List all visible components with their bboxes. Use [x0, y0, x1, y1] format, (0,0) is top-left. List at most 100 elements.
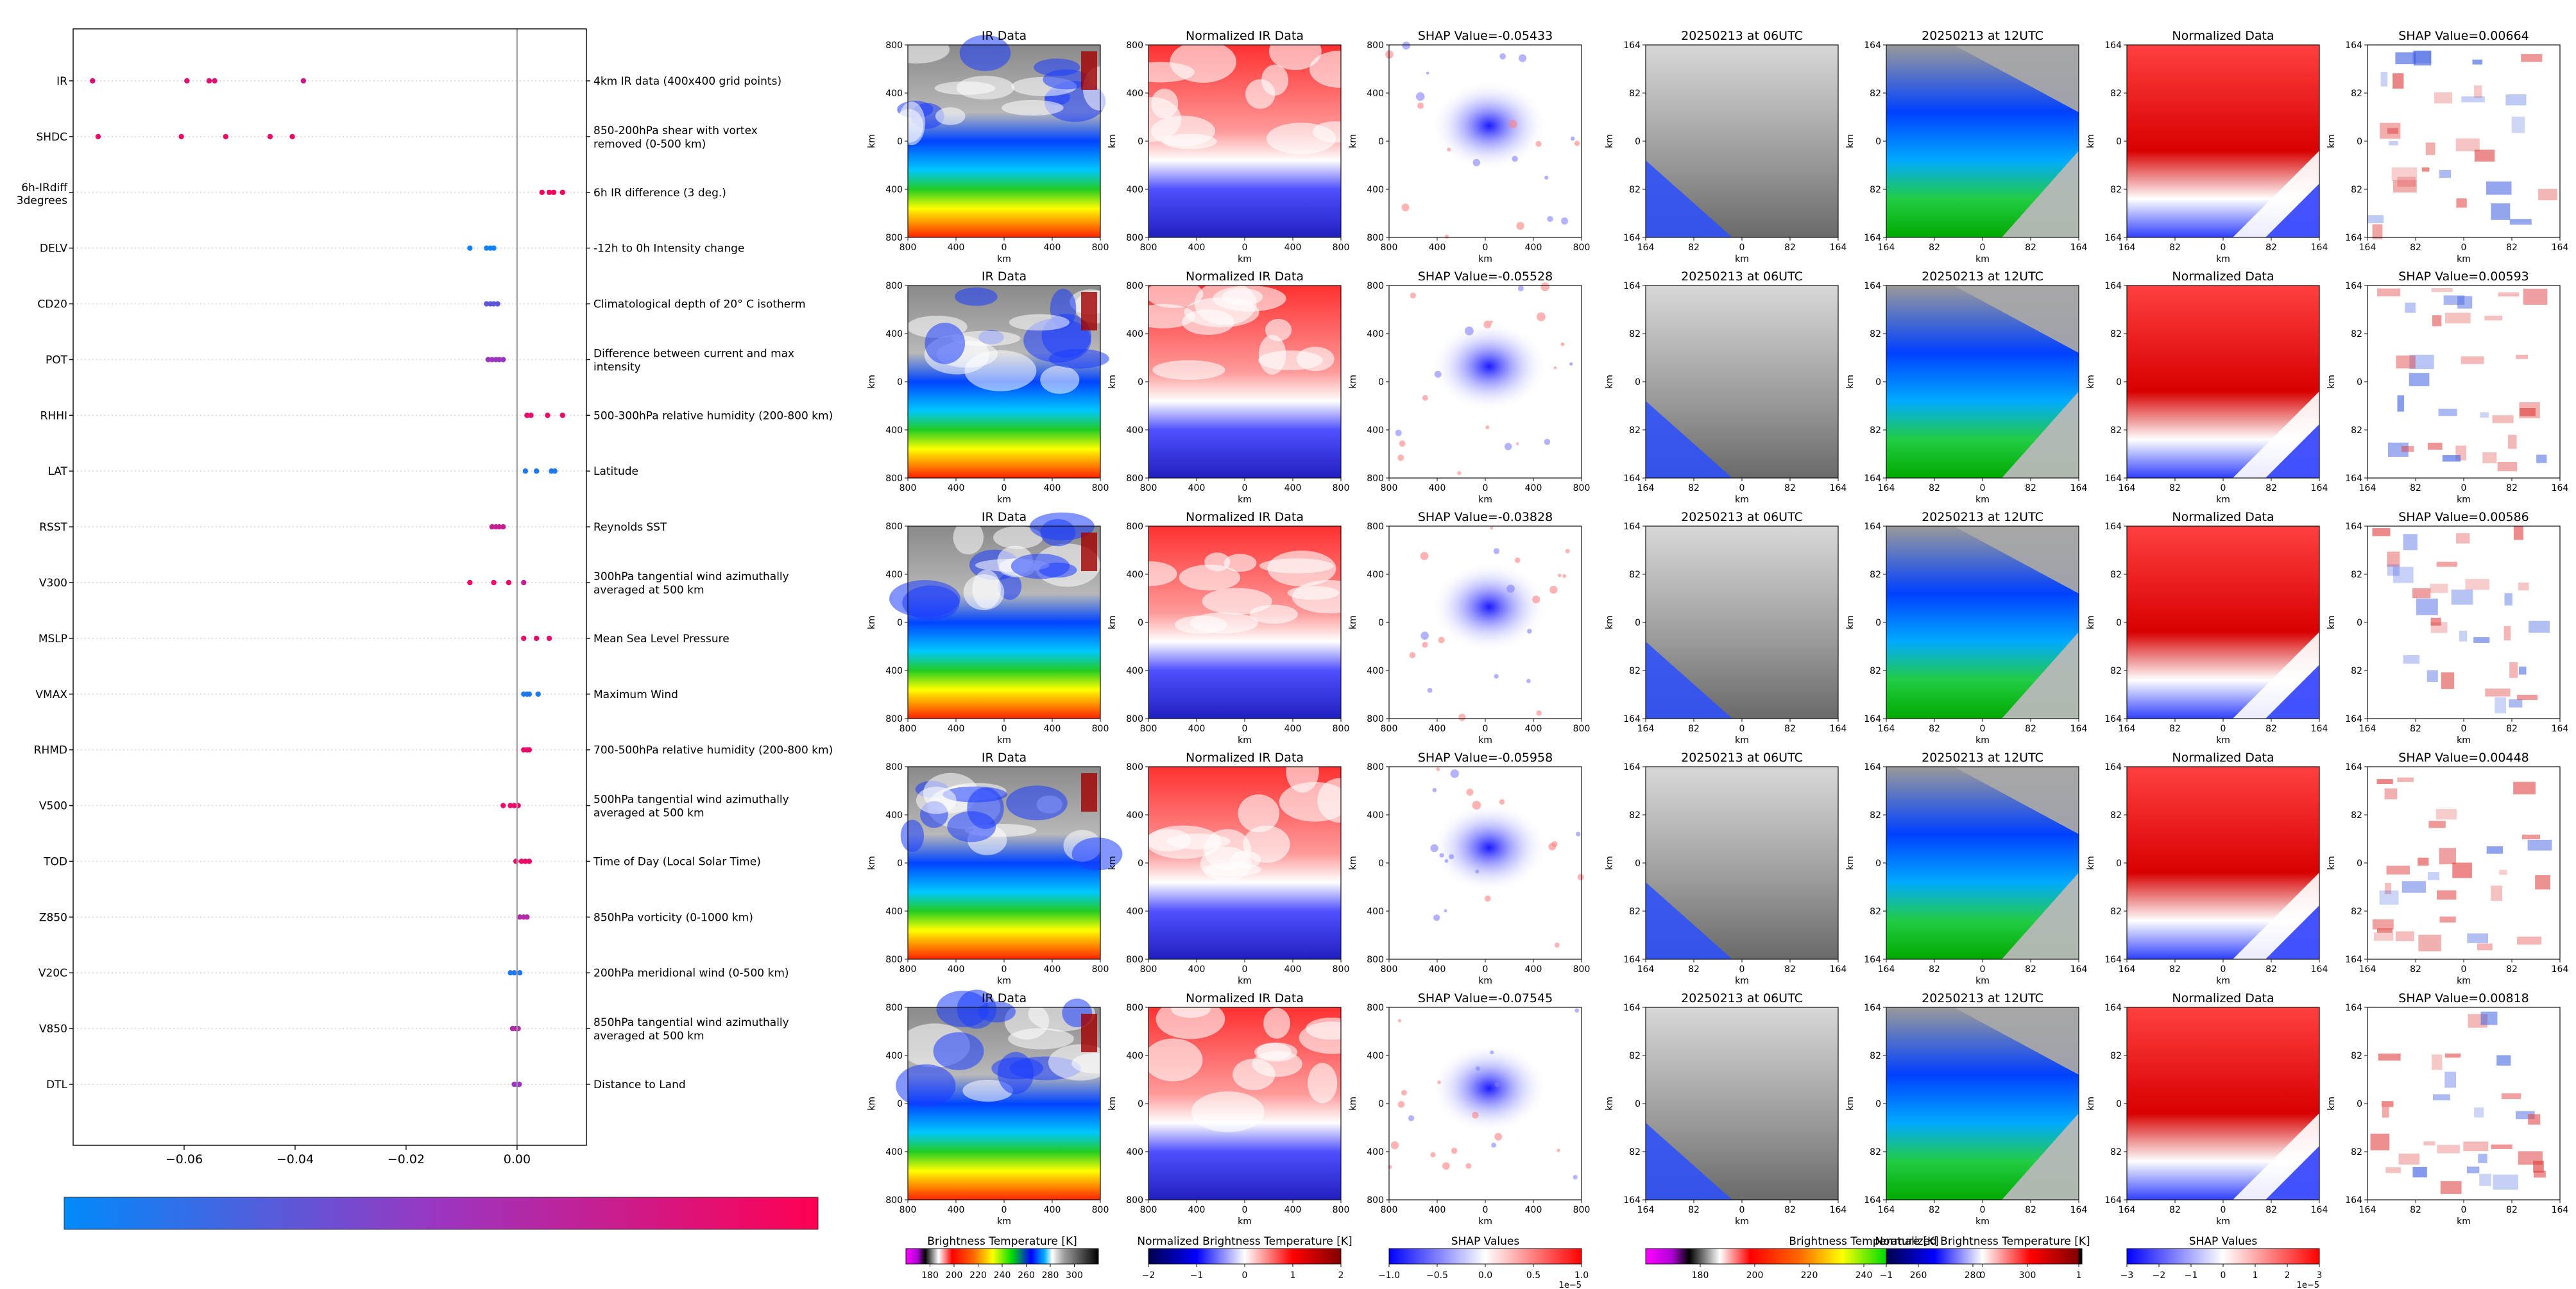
y-axis-label: km: [2086, 615, 2096, 629]
y-tick-label: 400: [1126, 570, 1143, 580]
shap-speck: [1401, 1089, 1408, 1096]
ir-cloud: [953, 520, 984, 555]
y-tick-label: 800: [885, 955, 903, 965]
x-tick-label: 164: [2311, 483, 2328, 493]
shap-point: [508, 970, 513, 976]
shap-patch: [2372, 919, 2394, 930]
panel-title: Normalized Data: [2172, 29, 2274, 43]
panel-title: Normalized Data: [2172, 751, 2274, 765]
shap-speck: [1574, 1008, 1580, 1013]
shap-speck: [1437, 1080, 1441, 1084]
y-tick-label: 800: [885, 474, 903, 484]
y-axis-label: km: [867, 1097, 877, 1111]
shap-patch: [2518, 666, 2527, 675]
x-tick-label: 82: [2265, 964, 2277, 975]
shap-point: [521, 635, 527, 642]
image-panel: [889, 512, 1101, 719]
colorbar-tick-label: 240: [1855, 1270, 1873, 1281]
shap-patch: [2521, 54, 2543, 62]
x-tick-label: 164: [2070, 1205, 2088, 1215]
y-tick-label: 164: [2104, 522, 2122, 532]
y-tick-label: 800: [1126, 474, 1143, 484]
feature-name-line: 6h-IRdiff: [21, 182, 68, 194]
x-tick-label: 82: [2169, 964, 2181, 975]
colorbar-tick-label: −1.0: [1378, 1270, 1400, 1281]
shap-speck: [1499, 53, 1506, 60]
x-tick-label: 800: [1573, 964, 1591, 975]
x-tick-label: 82: [2410, 724, 2421, 734]
shap-patch: [2397, 395, 2405, 412]
y-tick-label: 400: [1367, 1051, 1384, 1061]
x-tick-label: 82: [2506, 964, 2518, 975]
panel-title: Normalized IR Data: [1186, 29, 1304, 43]
y-tick-label: 800: [1367, 281, 1384, 291]
panel-title: Normalized IR Data: [1186, 991, 1304, 1005]
y-tick-label: 164: [2104, 474, 2122, 484]
shap-patch: [2517, 694, 2538, 701]
y-tick-label: 400: [1367, 666, 1384, 676]
x-tick-label: 800: [1140, 724, 1157, 734]
x-tick-label: 0: [1242, 483, 1248, 493]
shap-patch: [2480, 1011, 2498, 1025]
shap-point: [528, 413, 534, 418]
y-tick-label: 164: [2345, 233, 2362, 243]
x-tick-label: 164: [2359, 724, 2376, 734]
shap-patch: [2425, 142, 2435, 155]
shap-patch: [2511, 116, 2525, 133]
y-tick-label: 0: [1635, 618, 1641, 628]
y-tick-label: 164: [2104, 714, 2122, 724]
ndiff-blue: [2265, 424, 2319, 478]
shap-speck: [1432, 788, 1437, 792]
norm-cloud: [1266, 123, 1336, 155]
x-tick-label: 400: [1284, 964, 1302, 975]
x-tick-label: 164: [2552, 243, 2569, 253]
shap-speck: [1433, 914, 1440, 921]
y-tick-label: 800: [1126, 762, 1143, 773]
shap-speck: [1457, 471, 1462, 475]
x-tick-label: 800: [1092, 1205, 1109, 1215]
ir-cloud: [935, 107, 966, 125]
shap-speck: [1422, 642, 1428, 648]
x-tick-label: 0: [2461, 1205, 2467, 1215]
y-tick-label: 82: [1629, 1051, 1641, 1061]
shap-point: [524, 413, 530, 418]
feature-description: 850hPa tangential wind azimuthally averag…: [593, 1016, 789, 1043]
shap-patch: [2495, 697, 2506, 713]
shap-patch: [2499, 869, 2507, 875]
gray-blue-corner: [1646, 882, 1732, 959]
y-tick-label: 82: [2110, 1147, 2122, 1157]
shap-core: [1431, 321, 1547, 411]
x-tick-label: 164: [2119, 1205, 2136, 1215]
y-tick-label: 164: [1864, 522, 1881, 532]
y-tick-label: 82: [1629, 89, 1641, 99]
norm-cloud: [1200, 846, 1252, 881]
y-axis-label: km: [2326, 615, 2337, 629]
shap-patch: [2370, 1133, 2390, 1150]
y-tick-label: 400: [1367, 907, 1384, 917]
x-tick-label: 400: [1525, 243, 1542, 253]
norm-cloud: [1145, 280, 1204, 308]
x-tick-label: 164: [2359, 1205, 2376, 1215]
shap-patch: [2501, 1093, 2521, 1099]
y-tick-label: 82: [1870, 329, 1881, 339]
x-tick-label: 400: [1044, 964, 1061, 975]
shap-patch: [2478, 1154, 2487, 1163]
shap-point: [206, 78, 212, 84]
x-tick-label: 400: [1284, 1205, 1302, 1215]
x-tick-label: 800: [900, 243, 917, 253]
x-tick-label: 82: [2506, 243, 2518, 253]
shap-speck: [1458, 713, 1466, 721]
shap-patch: [2430, 617, 2441, 626]
shap-speck: [1557, 1148, 1560, 1152]
x-tick-label: 164: [1637, 724, 1655, 734]
shap-speck: [1494, 1132, 1503, 1141]
x-tick-label: 800: [1092, 483, 1109, 493]
y-tick-label: 0: [1378, 1099, 1384, 1109]
x-tick-label: 82: [1688, 243, 1700, 253]
y-axis-label: km: [1348, 134, 1358, 148]
bg-gray-corner: [2002, 391, 2079, 478]
panel-title: 20250213 at 12UTC: [1922, 29, 2043, 43]
shap-patch: [2534, 1170, 2546, 1178]
y-tick-label: 400: [1126, 666, 1143, 676]
feature-description: 300hPa tangential wind azimuthally averag…: [593, 570, 789, 597]
